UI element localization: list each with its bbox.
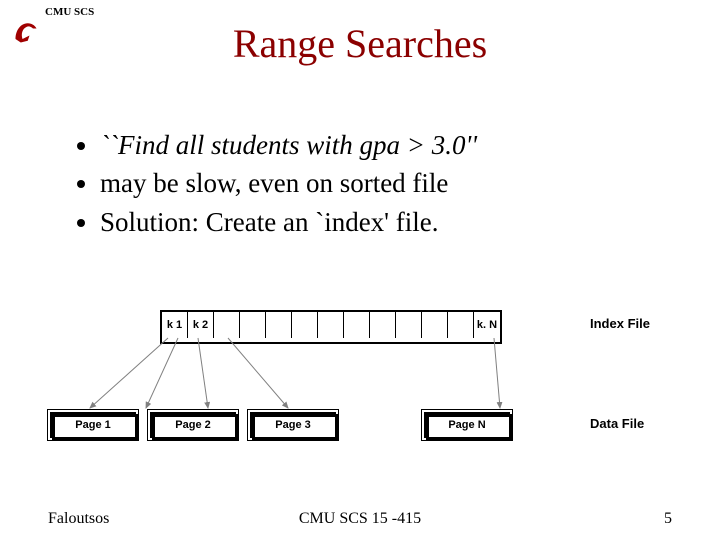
- index-cell: [240, 312, 266, 338]
- index-cell: [448, 312, 474, 338]
- bullet-item: Solution: Create an `index' file.: [100, 204, 700, 240]
- index-cell: [344, 312, 370, 338]
- index-cell: [292, 312, 318, 338]
- diagram: k 1 k 2 k. N Index File Page 1 Page 2 Pa…: [50, 310, 670, 460]
- index-cell: k. N: [474, 312, 500, 338]
- data-page: Page 3: [250, 412, 336, 438]
- header-org: CMU SCS: [45, 6, 94, 18]
- slide-title: Range Searches: [0, 20, 720, 67]
- arrows: [50, 338, 590, 414]
- data-page: Page 1: [50, 412, 136, 438]
- index-cell: [396, 312, 422, 338]
- index-cell: [266, 312, 292, 338]
- data-page: Page 2: [150, 412, 236, 438]
- index-file-label: Index File: [590, 316, 650, 331]
- bullet-list: ``Find all students with gpa > 3.0'' may…: [60, 127, 700, 242]
- index-cell: [318, 312, 344, 338]
- bullet-item: may be slow, even on sorted file: [100, 165, 700, 201]
- index-cell: k 1: [162, 312, 188, 338]
- index-cell: [370, 312, 396, 338]
- index-cell: k 2: [188, 312, 214, 338]
- footer-course: CMU SCS 15 -415: [0, 510, 720, 528]
- footer-page-number: 5: [664, 510, 672, 528]
- data-file-label: Data File: [590, 416, 644, 431]
- bullet-item: ``Find all students with gpa > 3.0'': [100, 127, 700, 163]
- index-cell: [422, 312, 448, 338]
- index-cell: [214, 312, 240, 338]
- data-page: Page N: [424, 412, 510, 438]
- data-row: Page 1 Page 2 Page 3 Page N: [50, 410, 510, 440]
